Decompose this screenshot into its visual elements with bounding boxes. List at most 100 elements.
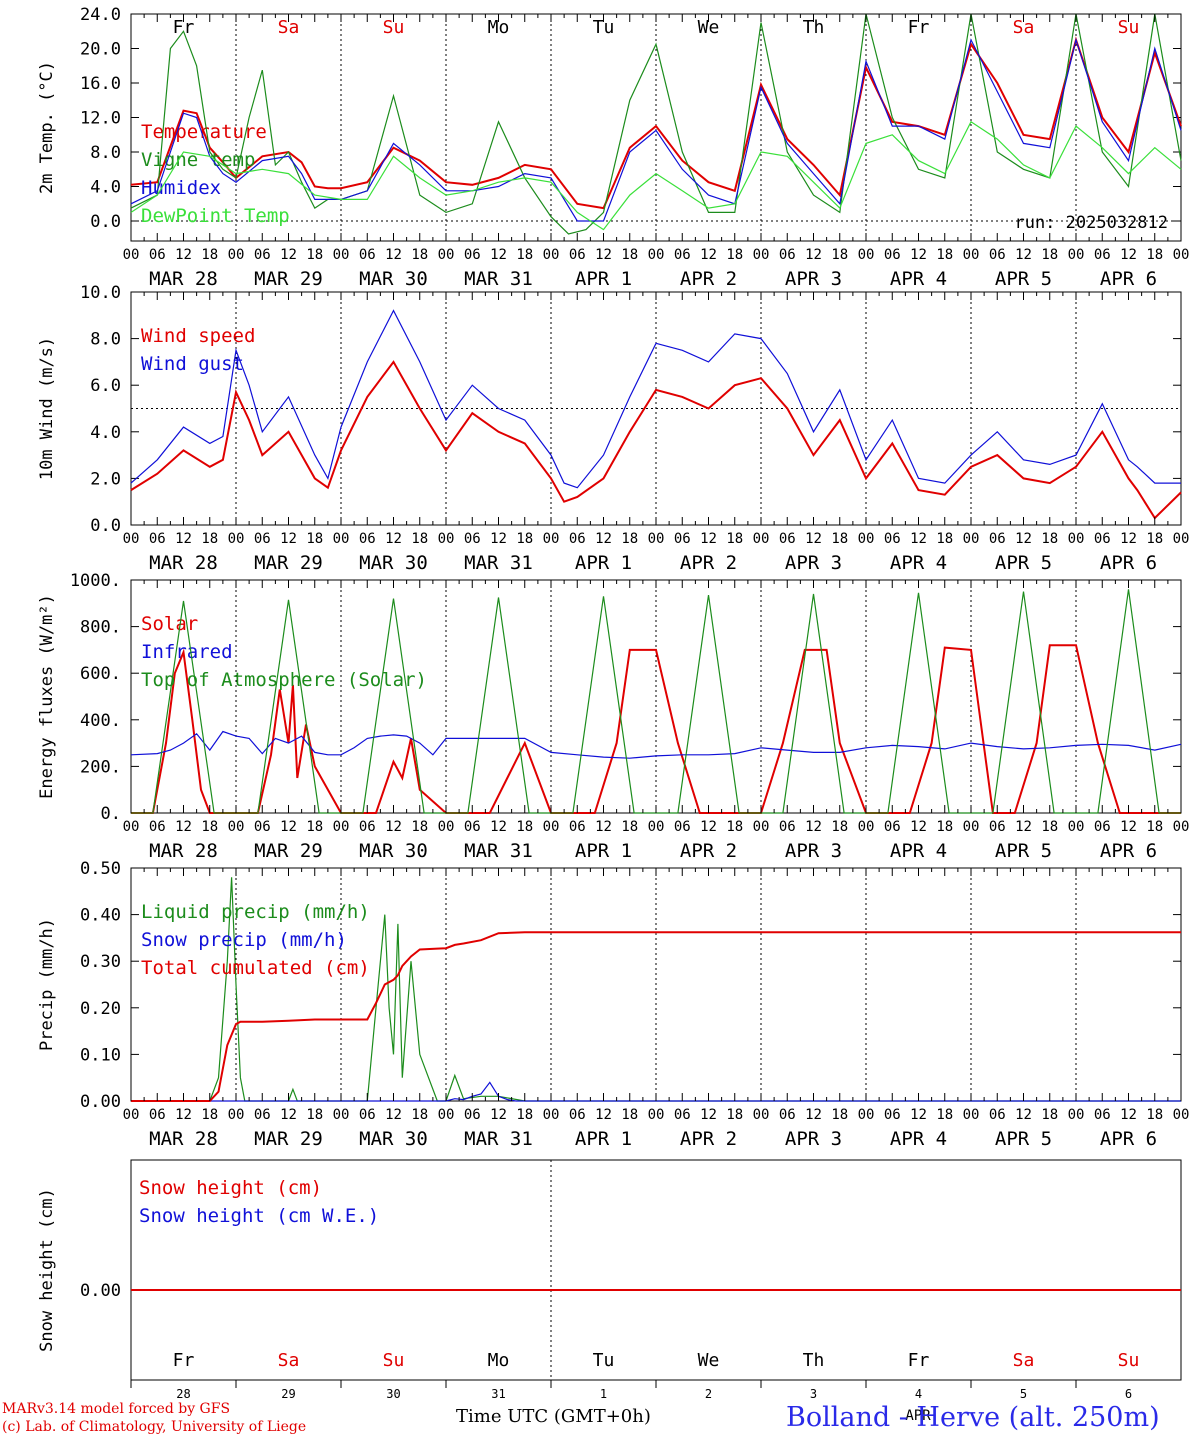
series-line-liquid-precip-mm-h- [131, 877, 1181, 1102]
legend-entry: Solar [141, 613, 198, 635]
x-tick-label: 18 [201, 531, 218, 547]
date-label: MAR 30 [359, 840, 428, 862]
day-label: Fr [908, 17, 930, 38]
x-tick-label: 06 [464, 247, 481, 263]
x-tick-label: 12 [280, 1107, 297, 1123]
bottom-date-label: 1 [600, 1387, 607, 1401]
date-label: MAR 28 [149, 1128, 218, 1150]
x-tick-label: 18 [411, 819, 428, 835]
x-tick-label: 00 [1173, 819, 1190, 835]
x-tick-label: 06 [674, 247, 691, 263]
x-tick-label: 06 [254, 1107, 271, 1123]
x-tick-label: 18 [1146, 247, 1163, 263]
date-label: MAR 28 [149, 552, 218, 574]
day-label: Su [1118, 17, 1140, 38]
x-tick-label: 12 [1120, 247, 1137, 263]
x-tick-label: 06 [569, 531, 586, 547]
date-label: APR 1 [575, 840, 632, 862]
date-label: APR 3 [785, 268, 842, 290]
y-tick-label: 10.0 [80, 283, 121, 303]
x-tick-label: 18 [726, 247, 743, 263]
x-tick-label: 12 [700, 531, 717, 547]
x-tick-label: 06 [569, 247, 586, 263]
x-tick-label: 12 [175, 819, 192, 835]
y-tick-label: 16.0 [80, 74, 121, 94]
x-tick-label: 18 [1041, 1107, 1058, 1123]
legend-entry: Vigne temp [141, 149, 255, 171]
x-tick-label: 00 [123, 247, 140, 263]
x-tick-label: 00 [858, 247, 875, 263]
x-tick-label: 00 [228, 531, 245, 547]
date-label: APR 6 [1100, 1128, 1157, 1150]
x-tick-label: 12 [1120, 531, 1137, 547]
x-tick-label: 18 [306, 531, 323, 547]
x-tick-label: 12 [1015, 1107, 1032, 1123]
y-tick-label: 6.0 [90, 376, 121, 396]
day-label: Mo [488, 1350, 510, 1371]
date-label: APR 2 [680, 552, 737, 574]
x-tick-label: 06 [359, 531, 376, 547]
x-tick-label: 00 [228, 819, 245, 835]
day-label: Fr [908, 1350, 930, 1371]
x-tick-label: 12 [910, 819, 927, 835]
x-tick-label: 12 [175, 247, 192, 263]
x-tick-label: 12 [805, 247, 822, 263]
x-tick-label: 18 [621, 247, 638, 263]
date-label: APR 5 [995, 1128, 1052, 1150]
x-tick-label: 12 [700, 1107, 717, 1123]
day-label: Mo [488, 17, 510, 38]
date-label: MAR 29 [254, 840, 323, 862]
date-label: APR 5 [995, 552, 1052, 574]
legend-entry: Temperature [141, 121, 267, 143]
x-tick-label: 06 [359, 1107, 376, 1123]
x-tick-label: 12 [385, 819, 402, 835]
x-tick-label: 00 [1173, 1107, 1190, 1123]
x-tick-label: 12 [1120, 819, 1137, 835]
legend-entry: Snow height (cm W.E.) [139, 1205, 379, 1227]
x-tick-label: 18 [516, 1107, 533, 1123]
y-tick-label: 400. [80, 711, 121, 731]
y-tick-label: 800. [80, 618, 121, 638]
model-credit: MARv3.14 model forced by GFS (c) Lab. of… [2, 1400, 306, 1436]
date-label: MAR 30 [359, 268, 428, 290]
x-tick-label: 18 [411, 531, 428, 547]
y-tick-label: 200. [80, 757, 121, 777]
y-tick-label: 0.10 [80, 1045, 121, 1065]
x-tick-label: 00 [123, 819, 140, 835]
date-label: APR 5 [995, 840, 1052, 862]
x-tick-label: 12 [910, 247, 927, 263]
x-tick-label: 00 [1068, 531, 1085, 547]
series-line-total-cumulated-cm- [131, 931, 1181, 1102]
date-label: APR 1 [575, 1128, 632, 1150]
date-label: APR 2 [680, 840, 737, 862]
y-tick-label: 8.0 [90, 330, 121, 350]
date-label: APR 3 [785, 840, 842, 862]
x-tick-label: 18 [1041, 247, 1058, 263]
y-axis-title: Energy fluxes (W/m²) [37, 594, 57, 799]
y-tick-label: 12.0 [80, 109, 121, 129]
x-tick-label: 06 [254, 531, 271, 547]
x-tick-label: 18 [831, 819, 848, 835]
y-tick-label: 4.0 [90, 423, 121, 443]
x-tick-label: 00 [228, 247, 245, 263]
bottom-date-label: 29 [281, 1387, 295, 1401]
legend-entry: Liquid precip (mm/h) [141, 901, 370, 923]
y-axis-title: Snow height (cm) [37, 1188, 57, 1352]
x-tick-label: 00 [333, 819, 350, 835]
date-label: MAR 31 [464, 552, 533, 574]
x-tick-label: 12 [490, 531, 507, 547]
legend-entry: Humidex [141, 177, 221, 199]
day-label: Su [383, 1350, 405, 1371]
x-tick-label: 06 [1094, 531, 1111, 547]
x-tick-label: 18 [1146, 531, 1163, 547]
x-tick-label: 06 [884, 247, 901, 263]
x-tick-label: 18 [306, 819, 323, 835]
date-label: APR 6 [1100, 552, 1157, 574]
day-label: Sa [278, 17, 300, 38]
x-tick-label: 06 [884, 819, 901, 835]
x-tick-label: 00 [1173, 531, 1190, 547]
legend-entry: DewPoint Temp [141, 205, 290, 227]
x-tick-label: 06 [989, 531, 1006, 547]
date-label: APR 3 [785, 552, 842, 574]
x-tick-label: 12 [175, 531, 192, 547]
